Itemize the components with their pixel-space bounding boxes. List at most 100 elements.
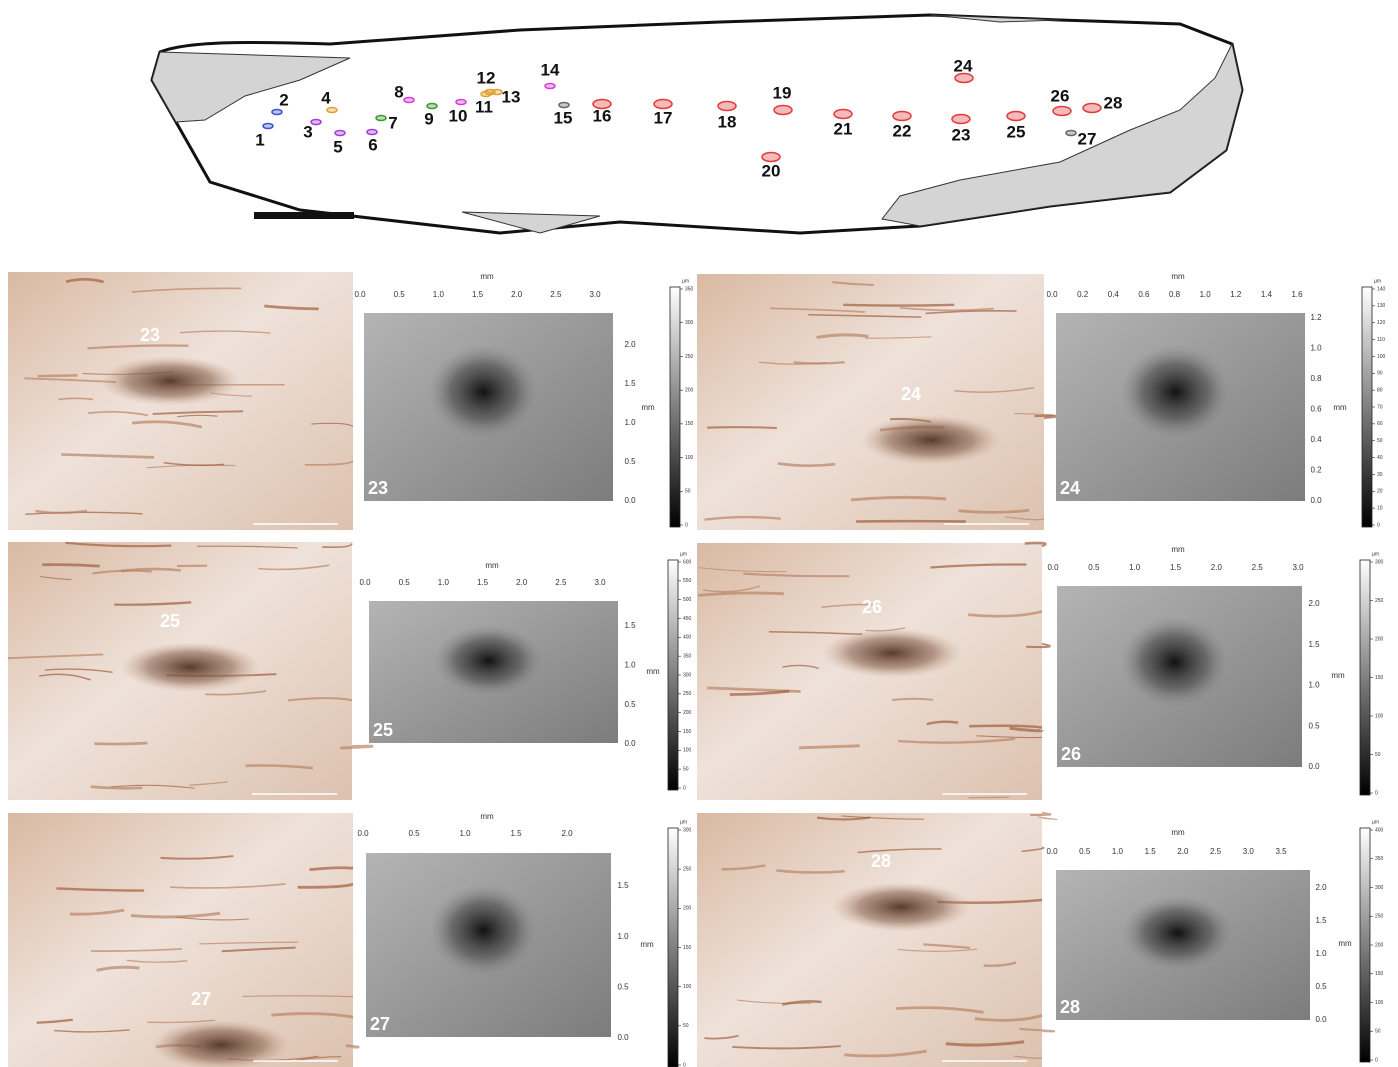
x-tick-label: 1.0 [459,829,471,838]
y-tick-label: 1.0 [1315,949,1327,958]
photo-streak [42,565,99,567]
x-tick-label: 2.0 [511,290,523,299]
y-tick-label: 1.5 [617,881,629,890]
specimen-label: 16 [593,106,612,125]
x-tick-label: 1.5 [510,829,522,838]
specimen-label: 23 [952,125,971,144]
colorbar-tick-label: 140 [1377,286,1386,292]
x-tick-label: 0.4 [1108,290,1120,299]
colorbar-tick-label: 10 [1377,505,1383,511]
x-tick-label: 1.5 [1170,563,1182,572]
photo-streak [94,743,147,744]
y-tick-label: 0.0 [1308,762,1320,771]
scan-label: 26 [1061,744,1081,764]
colorbar-tick-label: 100 [683,748,692,754]
x-tick-label: 2.0 [516,578,528,587]
y-tick-label: 2.0 [1315,883,1327,892]
specimen-label: 13 [502,87,521,106]
trace-mark [367,130,377,135]
colorbar-unit: µm [1374,278,1381,284]
colorbar-tick-label: 0 [685,522,688,528]
scale-bar [254,212,354,219]
colorbar-tick-label: 80 [1377,387,1383,393]
y-tick-label: 1.5 [1315,916,1327,925]
trace-mark [456,100,466,105]
colorbar-tick-label: 20 [1377,489,1383,495]
trace-mark [559,103,569,108]
x-tick-label: 0.8 [1169,290,1181,299]
colorbar-tick-label: 0 [1375,1057,1378,1063]
colorbar-tick-label: 350 [683,653,692,659]
colorbar-tick-label: 200 [1375,636,1384,642]
colorbar-tick-label: 0 [683,1062,686,1067]
y-tick-label: 0.5 [1308,721,1320,730]
x-tick-label: 0.5 [394,290,406,299]
scan-label: 28 [1060,997,1080,1017]
x-tick-label: 1.0 [438,578,450,587]
y-tick-label: 1.5 [1308,640,1320,649]
specimen-label: 27 [1078,129,1097,148]
x-tick-label: 0.2 [1077,290,1089,299]
colorbar-tick-label: 100 [1377,354,1386,360]
specimen-label: 26 [1051,86,1070,105]
y-tick-label: 1.0 [1310,344,1322,353]
photo-label: 26 [862,597,882,617]
colorbar-unit: µm [680,819,687,825]
y-tick-label: 1.5 [624,379,636,388]
photo-pit [831,882,971,932]
colorbar-tick-label: 100 [685,455,694,461]
specimen-label: 5 [333,137,342,156]
specimen-label: 24 [954,56,973,75]
colorbar-tick-label: 120 [1377,320,1386,326]
x-tick-label: 0.0 [1046,290,1058,299]
colorbar-tick-label: 100 [1375,1000,1384,1006]
specimen-label: 3 [303,122,312,141]
colorbar [1360,560,1370,795]
trace-mark [1066,131,1076,136]
colorbar-tick-label: 30 [1377,472,1383,478]
x-tick-label: 2.0 [561,829,573,838]
y-tick-label: 0.2 [1310,466,1322,475]
photo [8,813,358,1067]
specimen-label: 15 [554,108,573,127]
photo-streak [91,787,143,788]
colorbar-tick-label: 50 [1375,752,1381,758]
photo-pit [120,642,260,692]
specimen-label: 11 [475,97,493,116]
specimen-label: 4 [321,88,331,107]
photo-label: 25 [160,611,180,631]
colorbar-tick-label: 250 [685,354,694,360]
x-tick-label: 2.0 [1211,563,1223,572]
colorbar-tick-label: 60 [1377,421,1383,427]
colorbar-tick-label: 150 [683,945,692,951]
y-axis-unit: mm [641,403,655,412]
colorbar-tick-label: 300 [683,672,692,678]
photo-label: 24 [901,384,921,404]
specimen-label: 19 [773,83,792,102]
colorbar-tick-label: 100 [1375,713,1384,719]
photo-label: 27 [191,989,211,1009]
photo-streak [799,746,860,748]
scan-pit [430,884,538,976]
x-tick-label: 1.6 [1291,290,1303,299]
specimen-label: 22 [893,121,912,140]
specimen-label: 7 [388,113,397,132]
y-tick-label: 2.0 [1308,599,1320,608]
colorbar-unit: µm [680,551,687,557]
specimen-label: 17 [654,108,673,127]
x-tick-label: 2.0 [1177,847,1189,856]
specimen-label: 21 [834,119,853,138]
colorbar-tick-label: 600 [683,559,692,565]
photo [8,542,372,800]
x-axis-unit: mm [1171,272,1185,281]
colorbar-tick-label: 350 [1375,856,1384,862]
photo-streak [794,362,845,363]
figure: 1234567891011121314151617181920212223242… [0,0,1398,1067]
colorbar [1360,828,1370,1062]
x-tick-label: 2.5 [550,290,562,299]
x-tick-label: 3.0 [1292,563,1304,572]
y-tick-label: 1.0 [617,932,629,941]
scan-pit [429,345,539,439]
x-tick-label: 3.0 [589,290,601,299]
trace-mark [376,116,386,121]
